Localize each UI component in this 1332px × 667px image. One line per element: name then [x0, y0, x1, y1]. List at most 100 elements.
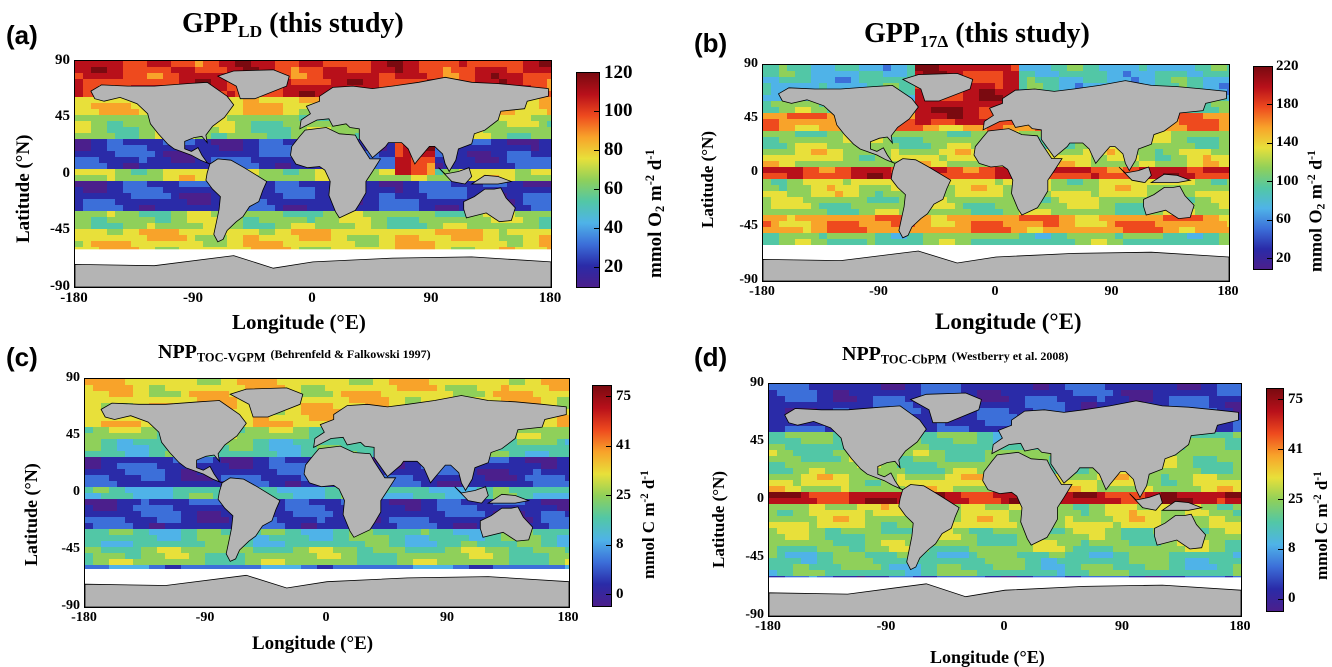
- landmass-d-5: [1154, 513, 1207, 550]
- map-a: [74, 60, 552, 288]
- colorbar-tickmark-c-2: [606, 495, 611, 496]
- lon-tick-d-1: -90: [876, 619, 896, 634]
- lon-tick-c-4: 180: [557, 610, 579, 625]
- colorbar-tickmark-b-3: [1267, 181, 1272, 183]
- lon-tick-c-3: 90: [440, 610, 454, 625]
- lon-tick-b-2: 0: [991, 284, 999, 299]
- title-sub-c: TOC-VGPM: [196, 350, 266, 365]
- lat-tick-d-2: 0: [757, 491, 764, 506]
- colorbar-tickmark-b-4: [1267, 219, 1272, 221]
- colorbar-b: [1253, 66, 1273, 270]
- lat-tick-c-3: -45: [61, 541, 80, 556]
- colorbar-tick-a-1: 100: [604, 100, 633, 122]
- lat-tick-d-4: -90: [745, 607, 764, 622]
- colorbar-tickmark-a-2: [594, 149, 599, 151]
- title-sub-d: TOC-CbPM: [880, 352, 947, 367]
- colorbar-tickmark-d-0: [1278, 399, 1283, 401]
- lat-tick-a-3: -45: [50, 221, 70, 237]
- colorbar-tick-b-3: 100: [1276, 172, 1299, 189]
- colorbar-tickmark-c-0: [606, 396, 611, 397]
- title-note-a: (this study): [269, 8, 404, 39]
- colorbar-tickmark-b-5: [1267, 258, 1272, 260]
- colorbar-tickmark-c-1: [606, 445, 611, 447]
- colorbar-label-a: mmol O2 m-2 d-1: [643, 149, 667, 278]
- y-axis-label-d: Latitude (°N): [709, 471, 728, 568]
- colorbar-label-d: mmol C m-2 d-1: [1312, 471, 1332, 580]
- x-axis-label-d: Longitude (°E): [930, 647, 1045, 667]
- lat-tick-b-0: 90: [744, 56, 758, 71]
- landmass-c-7: [486, 493, 531, 504]
- colorbar-tick-d-0: 75: [1288, 390, 1303, 407]
- landmass-d-6: [1129, 493, 1163, 511]
- map-d: [768, 383, 1242, 617]
- landmass-b-5: [1143, 185, 1195, 220]
- colorbar-d: [1266, 388, 1284, 612]
- colorbar-tick-a-3: 60: [604, 178, 623, 200]
- landmass-d-0: [784, 405, 927, 491]
- colorbar-tick-c-1: 41: [616, 437, 631, 453]
- lat-tick-c-0: 90: [66, 370, 80, 385]
- landmass-b-3: [973, 128, 1063, 216]
- colorbar-tickmark-d-1: [1278, 449, 1283, 451]
- panel-letter-d: (d): [694, 342, 728, 372]
- map-c: [84, 378, 570, 608]
- y-axis-label-b: Latitude (°N): [698, 131, 717, 228]
- y-axis-label-c: Latitude (°N): [21, 463, 41, 566]
- landmass-c-3: [303, 445, 397, 538]
- colorbar-tick-d-2: 25: [1288, 490, 1303, 507]
- title-note-d: (Westberry et al. 2008): [951, 349, 1069, 363]
- lat-tick-c-2: 0: [73, 484, 80, 499]
- landmass-a-2: [205, 158, 268, 243]
- lon-tick-b-4: 180: [1217, 284, 1239, 299]
- map-canvas-a: [75, 61, 551, 287]
- colorbar-tick-b-0: 220: [1276, 57, 1299, 74]
- landmass-d-4: [991, 400, 1239, 499]
- colorbar-tickmark-a-5: [594, 266, 599, 268]
- lon-tick-a-4: 180: [538, 290, 562, 306]
- map-canvas-c: [85, 379, 569, 607]
- panel-title-a: GPPLD (this study): [182, 8, 404, 41]
- landmass-b-6: [1118, 166, 1152, 184]
- lon-tick-a-3: 90: [423, 290, 439, 306]
- lat-tick-b-4: -90: [739, 272, 758, 287]
- lat-tick-c-4: -90: [61, 598, 80, 613]
- colorbar-tick-c-2: 25: [616, 486, 631, 503]
- landmass-c-2: [217, 477, 281, 562]
- colorbar-tick-b-1: 180: [1276, 95, 1299, 112]
- lon-tick-a-0: -180: [60, 290, 88, 306]
- colorbar-tickmark-b-2: [1267, 142, 1272, 144]
- landmass-a-5: [463, 187, 516, 223]
- lon-tick-d-2: 0: [1000, 619, 1008, 634]
- colorbar-tickmark-a-0: [594, 72, 599, 73]
- colorbar-tick-a-0: 120: [604, 61, 633, 83]
- landmass-a-0: [90, 81, 235, 165]
- landmass-c-6: [454, 486, 489, 504]
- title-main-d: NPP: [842, 343, 881, 365]
- colorbar-c: [592, 385, 612, 607]
- title-note-b: (this study): [955, 18, 1090, 49]
- colorbar-tick-a-5: 20: [604, 256, 623, 278]
- colorbar-tickmark-a-3: [594, 188, 599, 190]
- lat-tick-a-4: -90: [50, 277, 70, 294]
- landmass-b-4: [982, 80, 1227, 172]
- lon-tick-b-0: -180: [749, 284, 775, 299]
- title-main-b: GPP: [864, 18, 920, 49]
- landmass-a-1: [216, 69, 290, 100]
- landmass-d-3: [982, 451, 1073, 546]
- landmass-c-5: [479, 506, 534, 542]
- lat-tick-b-1: 45: [744, 110, 758, 125]
- title-main-c: NPP: [158, 341, 197, 363]
- colorbar-tickmark-d-3: [1278, 548, 1283, 550]
- title-sub-a: LD: [238, 21, 263, 41]
- colorbar-tickmark-a-4: [594, 227, 599, 229]
- panel-letter-a: (a): [6, 20, 38, 50]
- landmass-b-7: [1149, 173, 1192, 183]
- landmass-d-8: [769, 583, 1241, 616]
- lat-tick-b-3: -45: [739, 218, 758, 233]
- landmass-a-3: [290, 127, 382, 219]
- map-canvas-b: [763, 65, 1229, 281]
- lon-tick-d-3: 90: [1115, 619, 1129, 634]
- panel-title-d: NPPTOC-CbPM (Westberry et al. 2008): [842, 344, 1068, 366]
- lat-tick-a-0: 90: [55, 51, 70, 68]
- lon-tick-c-2: 0: [322, 610, 330, 625]
